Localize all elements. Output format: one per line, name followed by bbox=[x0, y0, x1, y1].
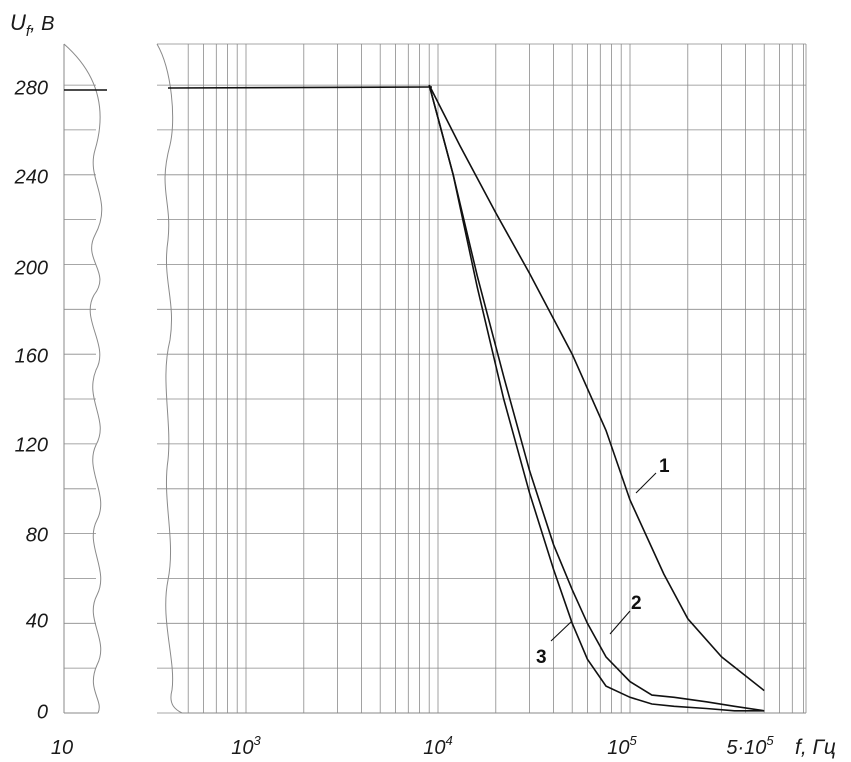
y-tick-label: 0 bbox=[37, 701, 48, 723]
x-tick-label-5e5-base: 5·10 bbox=[726, 737, 766, 759]
leader-line-3 bbox=[550, 620, 573, 642]
series-layer bbox=[428, 84, 765, 712]
x-axis-title: f, Гц bbox=[795, 736, 836, 759]
y-axis-title: Uf, B bbox=[10, 10, 55, 40]
y-tick-label: 80 bbox=[26, 524, 48, 546]
y-tick-label: 120 bbox=[15, 434, 48, 456]
x-tick-label-1e4: 104 bbox=[423, 733, 452, 759]
x-tick-label-1e4-exp: 4 bbox=[446, 733, 453, 748]
horizontal-gridlines bbox=[157, 43, 806, 714]
left-axis-strip bbox=[63, 43, 107, 714]
series-line-1 bbox=[428, 84, 765, 692]
leader-line-1 bbox=[635, 472, 657, 494]
x-tick-label-1e5-exp: 5 bbox=[630, 733, 638, 748]
y-axis-title-sub: f bbox=[26, 23, 32, 40]
y-tick-label: 160 bbox=[15, 345, 48, 367]
left-strip-gridlines bbox=[64, 84, 96, 714]
series-line-2 bbox=[428, 84, 765, 712]
x-tick-label-1e3-base: 10 bbox=[231, 737, 253, 759]
leader-line-2 bbox=[609, 610, 631, 635]
curve-label-2: 2 bbox=[631, 593, 642, 614]
flat-280-segment bbox=[167, 86, 433, 89]
series-line-3 bbox=[428, 84, 765, 712]
x-tick-label-5e5-exp: 5 bbox=[766, 733, 774, 748]
x-tick-label-5e5: 5·105 bbox=[726, 733, 774, 759]
axis-break-wavy-edge bbox=[156, 43, 183, 714]
x-tick-label-10: 10 bbox=[51, 737, 73, 759]
curve-label-1: 1 bbox=[659, 456, 670, 477]
y-axis-title-unit: , B bbox=[30, 13, 54, 35]
y-tick-label: 200 bbox=[14, 257, 48, 279]
curve-labels: 1 2 3 bbox=[536, 456, 670, 668]
plot-area bbox=[156, 43, 807, 714]
x-tick-label-1e5-base: 10 bbox=[607, 737, 629, 759]
left-strip-wavy-edge bbox=[63, 43, 103, 714]
curve-label-3: 3 bbox=[536, 647, 547, 668]
x-tick-labels: 10 103 104 105 5·105 bbox=[51, 733, 775, 759]
x-tick-label-10-base: 10 bbox=[51, 737, 73, 759]
x-axis-title-unit: , Гц bbox=[801, 736, 836, 759]
y-tick-label: 240 bbox=[14, 166, 48, 188]
x-tick-label-1e5: 105 bbox=[607, 733, 637, 759]
vertical-gridlines bbox=[187, 44, 807, 713]
y-tick-labels: 0 40 80 120 160 200 240 280 bbox=[14, 77, 48, 723]
x-axis-title-main: f bbox=[795, 736, 803, 759]
y-axis-title-main: U bbox=[10, 10, 26, 35]
x-tick-label-1e3: 103 bbox=[231, 733, 261, 759]
x-tick-label-1e4-base: 10 bbox=[423, 737, 445, 759]
y-tick-label: 280 bbox=[14, 77, 48, 99]
x-tick-label-1e3-exp: 3 bbox=[254, 733, 262, 748]
y-tick-label: 40 bbox=[26, 610, 48, 632]
